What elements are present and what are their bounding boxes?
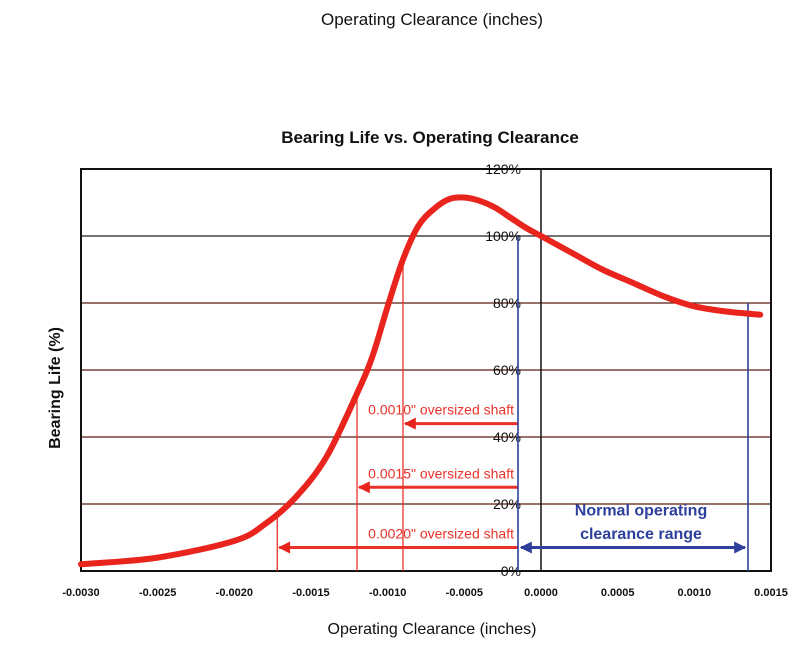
y-tick-label: 120% bbox=[485, 161, 521, 177]
oversize-label: 0.0010" oversized shaft bbox=[368, 402, 514, 418]
y-tick-label: 20% bbox=[493, 496, 521, 512]
normal-range-label-line1: Normal operating bbox=[575, 503, 707, 520]
x-tick-label: -0.0010 bbox=[369, 587, 406, 599]
x-axis-label: Operating Clearance (inches) bbox=[328, 621, 537, 638]
x-tick-label: -0.0015 bbox=[292, 587, 329, 599]
oversize-label: 0.0020" oversized shaft bbox=[368, 526, 514, 542]
normal-range-label-line2: clearance range bbox=[580, 526, 702, 543]
plot-area: 0% 20% 40% 60% 80% 100% 120% -0.0030 -0.0025 -0.0… bbox=[62, 161, 787, 599]
y-axis-label: Bearing Life (%) bbox=[47, 327, 64, 449]
page-heading: Operating Clearance (inches) bbox=[321, 10, 543, 29]
y-tick-label: 60% bbox=[493, 362, 521, 378]
x-tick-label: -0.0025 bbox=[139, 587, 176, 599]
plot-border bbox=[80, 168, 772, 572]
y-tick-label: 0% bbox=[501, 563, 521, 579]
oversize-label: 0.0015" oversized shaft bbox=[368, 465, 514, 481]
x-tick-label: -0.0005 bbox=[446, 587, 483, 599]
x-tick-label: 0.0000 bbox=[524, 587, 558, 599]
x-tick-label: 0.0010 bbox=[678, 587, 712, 599]
x-tick-label: 0.0005 bbox=[601, 587, 635, 599]
x-tick-label: -0.0020 bbox=[216, 587, 253, 599]
y-tick-label: 40% bbox=[493, 429, 521, 445]
x-tick-label: -0.0030 bbox=[62, 587, 99, 599]
x-tick-label: 0.0015 bbox=[754, 587, 788, 599]
bearing-life-curve bbox=[78, 194, 764, 568]
chart-title: Bearing Life vs. Operating Clearance bbox=[281, 128, 579, 147]
y-tick-label: 80% bbox=[493, 295, 521, 311]
y-tick-label: 100% bbox=[485, 228, 521, 244]
